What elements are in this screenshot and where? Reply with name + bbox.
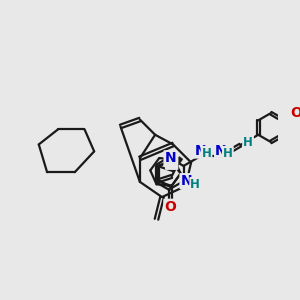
Text: H: H [190, 178, 200, 191]
Text: H: H [202, 147, 212, 160]
Text: H: H [243, 136, 253, 149]
Text: N: N [164, 151, 176, 165]
Text: H: H [223, 147, 233, 160]
Text: N: N [181, 174, 192, 188]
Text: N: N [194, 144, 206, 158]
Text: N: N [215, 144, 227, 158]
Text: S: S [166, 154, 177, 169]
Text: O: O [290, 106, 300, 120]
Text: O: O [164, 200, 176, 214]
